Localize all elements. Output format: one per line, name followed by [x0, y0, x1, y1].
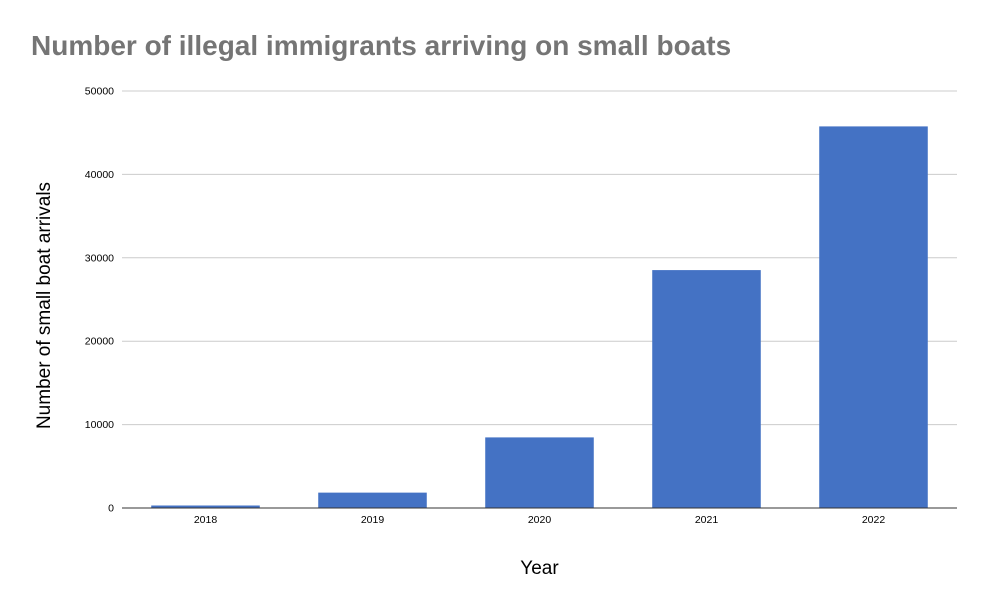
x-tick-label: 2019	[361, 514, 385, 526]
y-tick-label: 10000	[85, 419, 114, 431]
x-tick-label: 2021	[695, 514, 719, 526]
y-axis-title: Number of small boat arrivals	[34, 182, 55, 429]
y-tick-label: 40000	[85, 169, 114, 181]
x-tick-label: 2020	[528, 514, 552, 526]
y-tick-label: 30000	[85, 252, 114, 264]
bar-2020	[485, 437, 594, 508]
bars	[151, 126, 928, 509]
chart-title: Number of illegal immigrants arriving on…	[31, 30, 732, 61]
bar-2018	[151, 505, 260, 508]
x-axis-ticks: 2018 2019 2020 2021 2022	[194, 514, 886, 526]
bar-2022	[819, 126, 928, 509]
y-tick-label: 0	[108, 503, 114, 515]
bar-2021	[652, 270, 761, 508]
x-tick-label: 2022	[862, 514, 886, 526]
x-axis-title: Year	[520, 558, 559, 579]
y-tick-label: 20000	[85, 336, 114, 348]
y-axis-ticks: 0 10000 20000 30000 40000 50000	[85, 86, 114, 515]
x-tick-label: 2018	[194, 514, 218, 526]
gridlines	[122, 90, 957, 426]
bar-2019	[318, 492, 427, 508]
y-tick-label: 50000	[85, 86, 114, 98]
